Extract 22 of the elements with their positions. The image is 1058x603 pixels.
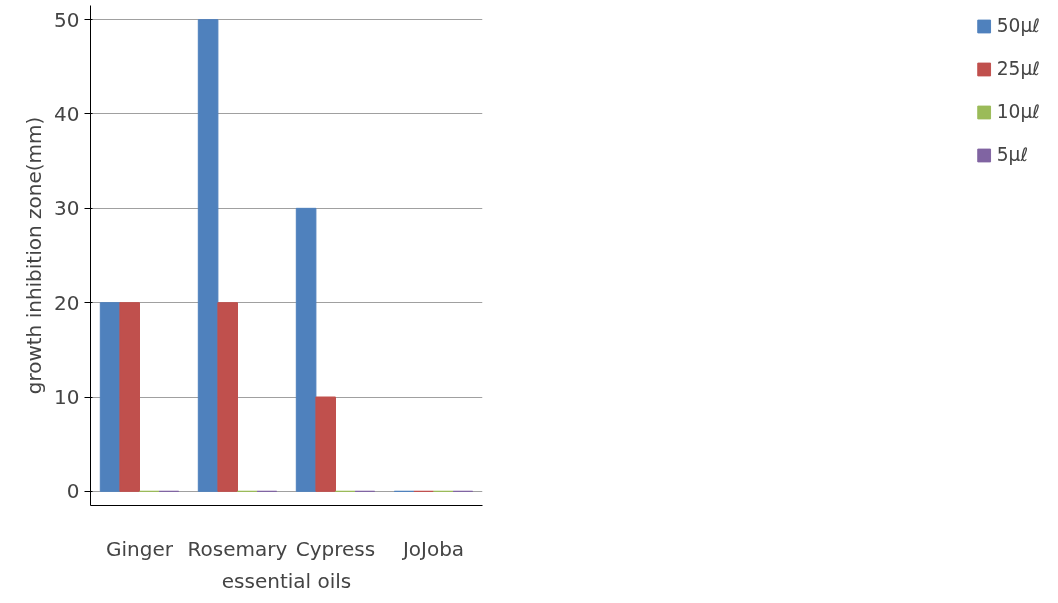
y-tick-label: 30 bbox=[54, 196, 80, 221]
x-tick-label: Cypress bbox=[295, 536, 376, 561]
y-axis-title: growth inhibition zone(mm) bbox=[22, 116, 47, 395]
x-axis-title: essential oils bbox=[221, 568, 352, 593]
y-tick-label: 40 bbox=[54, 101, 80, 126]
bar bbox=[119, 302, 140, 492]
bar bbox=[295, 207, 317, 492]
y-tick-label: 20 bbox=[54, 290, 80, 315]
legend-label: 5μℓ bbox=[996, 144, 1029, 165]
x-tick-label: Rosemary bbox=[187, 536, 288, 561]
bar bbox=[315, 396, 336, 492]
legend-label: 50μℓ bbox=[996, 15, 1040, 36]
bar bbox=[99, 302, 121, 492]
y-tick-label: 0 bbox=[66, 479, 80, 504]
legend-label: 25μℓ bbox=[996, 58, 1040, 79]
legend-label: 10μℓ bbox=[996, 101, 1040, 122]
bar bbox=[197, 19, 219, 492]
x-tick-label: Ginger bbox=[106, 536, 174, 561]
y-tick-label: 10 bbox=[54, 385, 80, 410]
bar bbox=[217, 302, 238, 492]
y-tick-label: 50 bbox=[54, 7, 80, 32]
x-tick-label: JoJoba bbox=[400, 536, 465, 561]
